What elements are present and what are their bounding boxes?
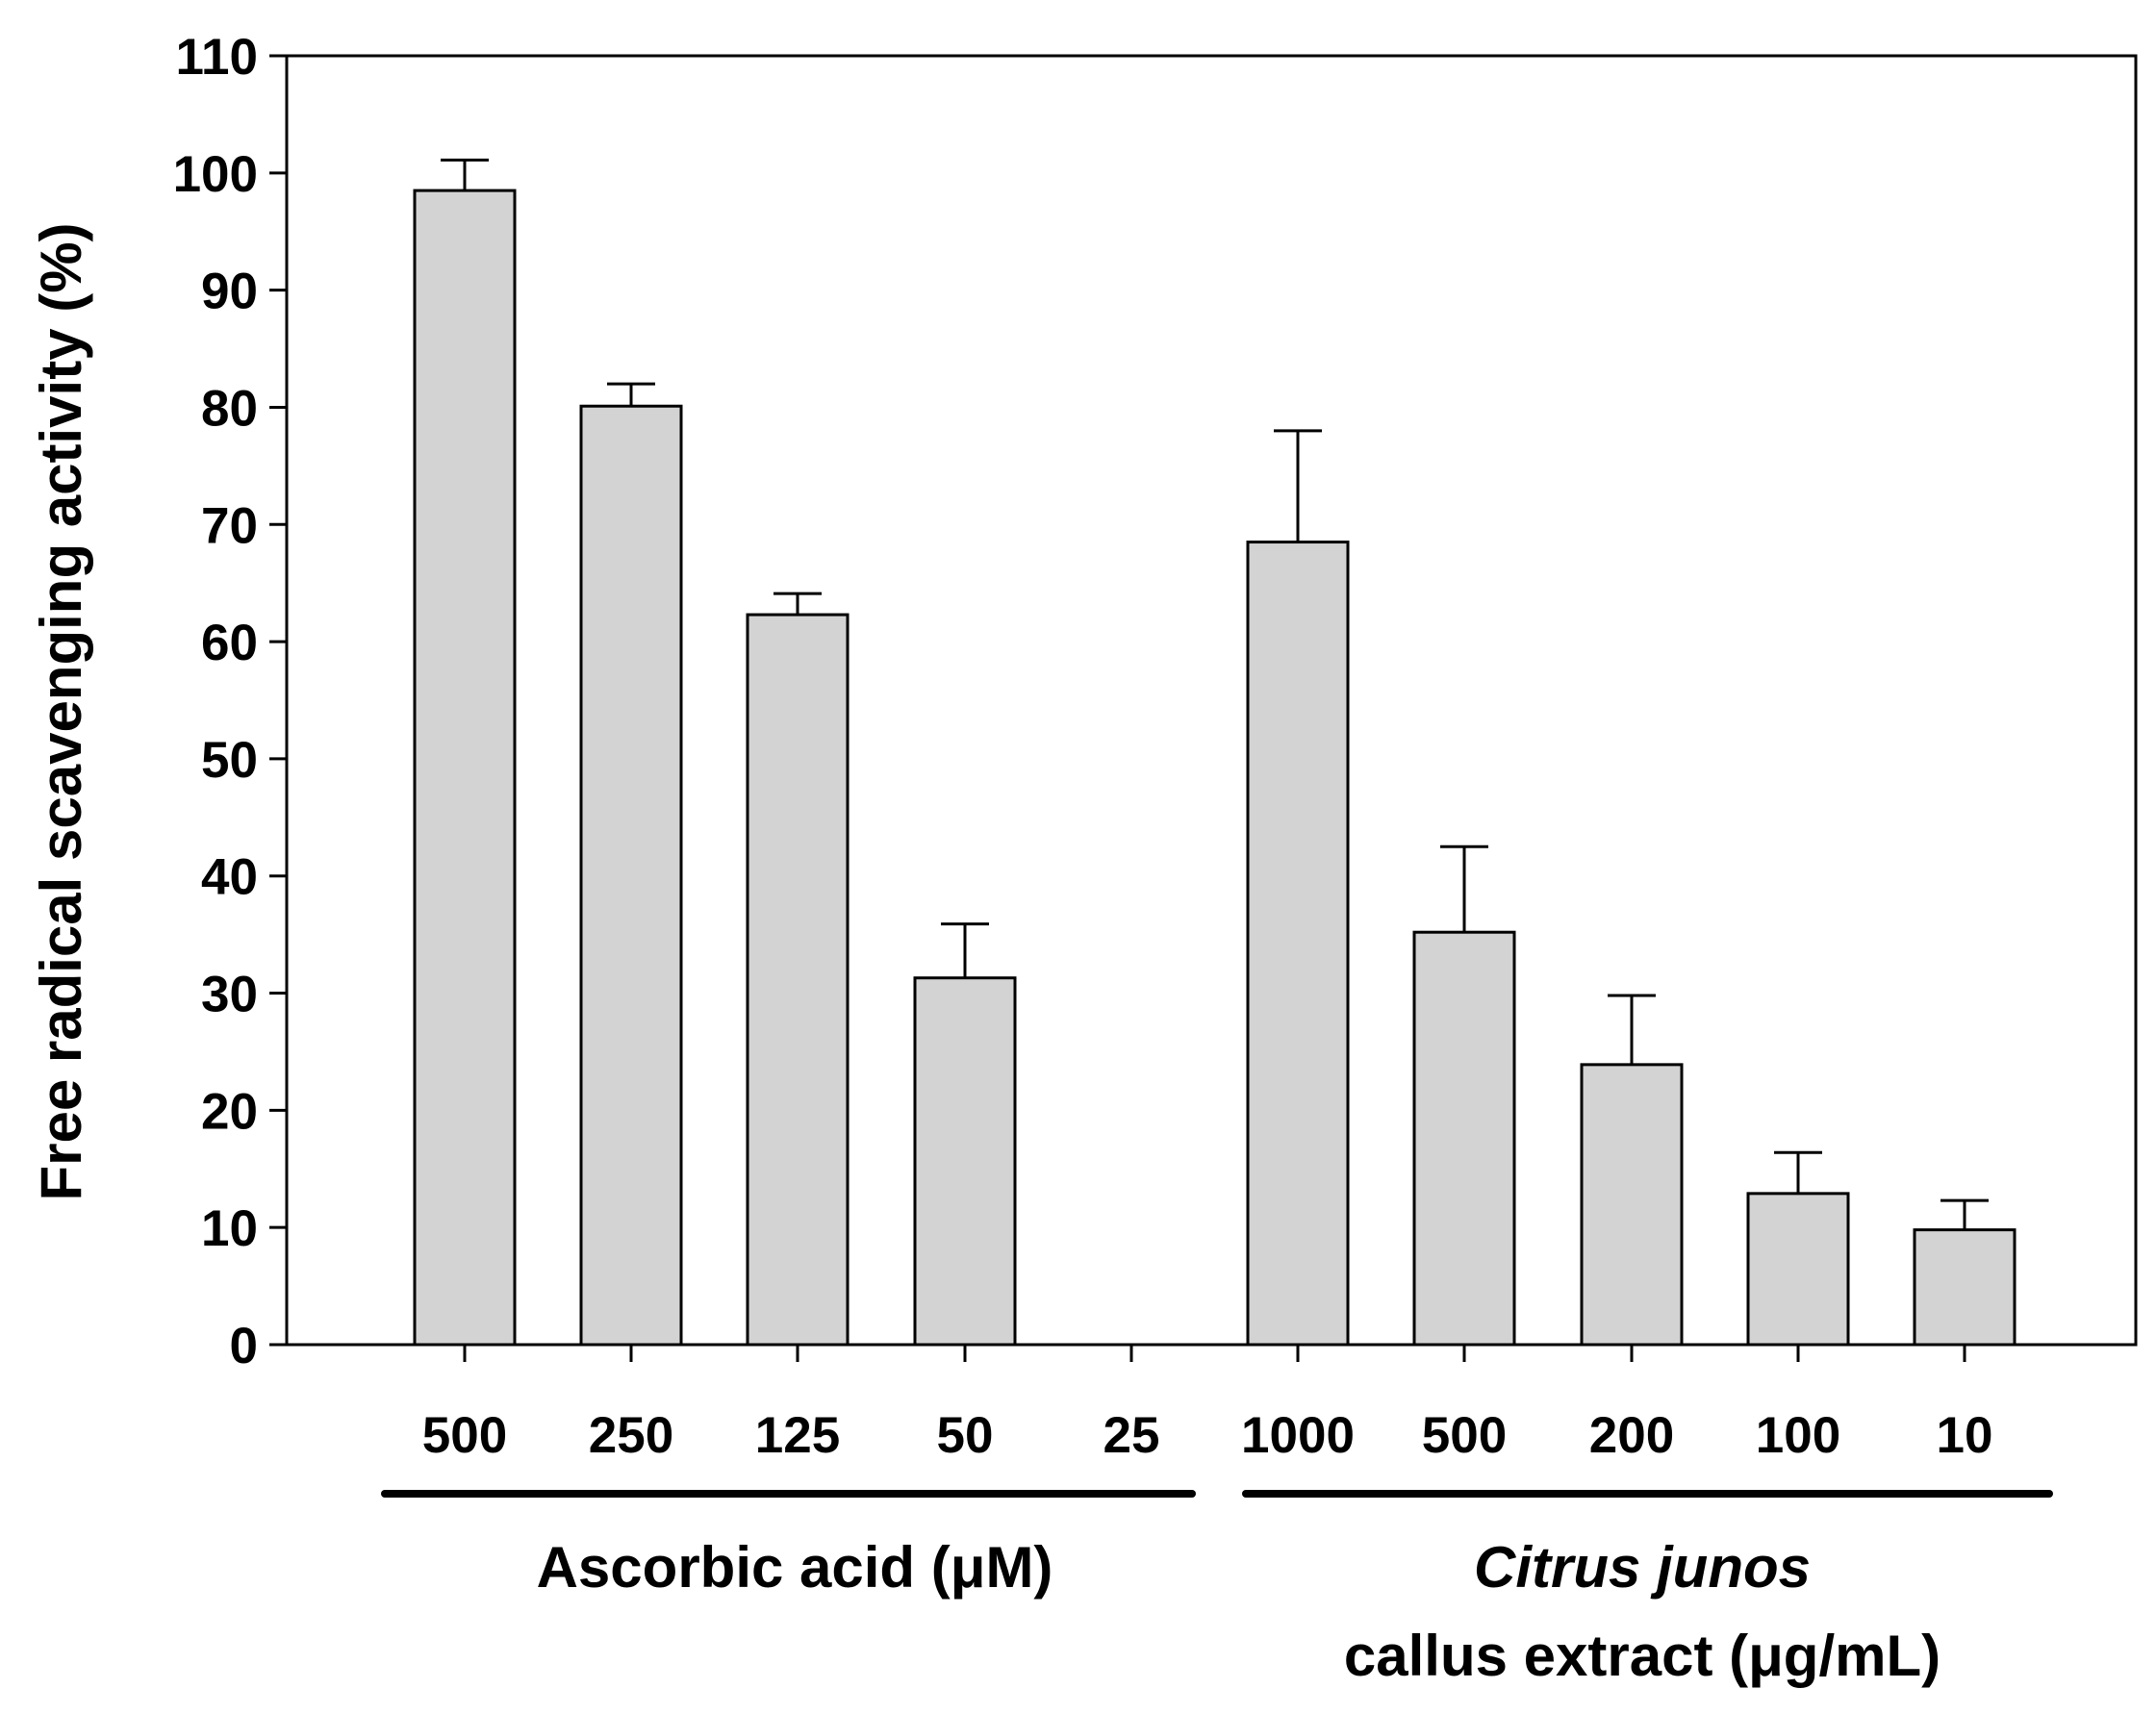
x-tick-label-2: 125 — [755, 1407, 840, 1464]
y-tick-label-30: 30 — [201, 967, 258, 1023]
x-tick-label-4: 25 — [1103, 1407, 1160, 1464]
plot-frame — [285, 54, 2138, 1347]
y-tick-label-20: 20 — [201, 1083, 258, 1140]
bar-5 — [1246, 541, 1350, 1347]
x-tick-label-0: 500 — [422, 1407, 507, 1464]
y-tick-label-40: 40 — [201, 849, 258, 906]
x-tick-label-6: 500 — [1422, 1407, 1507, 1464]
y-tick-label-10: 10 — [201, 1200, 258, 1257]
bar-7 — [1580, 1063, 1684, 1347]
bar-1 — [579, 404, 683, 1347]
y-tick-label-100: 100 — [173, 146, 258, 203]
y-tick-label-0: 0 — [230, 1318, 258, 1374]
x-tick-label-9: 10 — [1937, 1407, 1993, 1464]
bar-9 — [1913, 1228, 2016, 1347]
x-tick-label-5: 1000 — [1241, 1407, 1355, 1464]
bar-8 — [1746, 1192, 1850, 1347]
bar-3 — [913, 976, 1017, 1347]
y-tick-label-110: 110 — [175, 29, 258, 86]
y-tick-label-80: 80 — [201, 380, 258, 437]
group-label-callus-extract: callus extract (μg/mL) — [1344, 1624, 1940, 1688]
y-tick-label-70: 70 — [201, 497, 258, 554]
y-tick-label-50: 50 — [201, 732, 258, 789]
x-tick-label-3: 50 — [937, 1407, 994, 1464]
group-label-citrus-junos: Citrus junos — [1474, 1535, 1811, 1600]
y-axis-title: Free radical scavenging activity (%) — [29, 222, 93, 1200]
x-tick-label-7: 200 — [1589, 1407, 1674, 1464]
x-tick-label-1: 250 — [589, 1407, 673, 1464]
bar-2 — [746, 613, 850, 1347]
y-tick-label-90: 90 — [201, 264, 258, 320]
bar-6 — [1412, 930, 1516, 1347]
x-tick-label-8: 100 — [1756, 1407, 1840, 1464]
group-label-ascorbic-acid: Ascorbic acid (μM) — [537, 1535, 1053, 1600]
y-tick-label-60: 60 — [201, 615, 258, 671]
bar-0 — [413, 189, 517, 1347]
